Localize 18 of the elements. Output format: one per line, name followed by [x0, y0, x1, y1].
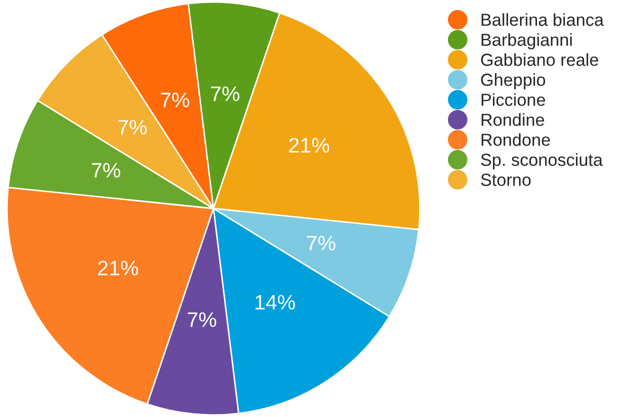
- legend-label: Barbagianni: [482, 33, 572, 50]
- legend-label: Gabbiano reale: [481, 53, 598, 66]
- data-label: 7%: [188, 312, 216, 327]
- data-label: 7%: [118, 120, 147, 135]
- legend-label: Rondine: [482, 113, 544, 126]
- legend-label: Storno: [481, 174, 531, 186]
- data-label: 21%: [289, 138, 330, 153]
- legend-label: Piccione: [482, 93, 546, 106]
- data-label: 7%: [211, 86, 240, 102]
- data-label: 21%: [98, 260, 138, 276]
- legend-label: Gheppio: [481, 73, 546, 90]
- data-label: 7%: [160, 92, 190, 108]
- data-label: 7%: [92, 163, 120, 178]
- legend-label: Rondone: [482, 133, 550, 146]
- legend-label: Ballerina bianca: [482, 13, 604, 26]
- legend-label: Sp. sconosciuta: [481, 153, 603, 170]
- data-label: 7%: [307, 236, 336, 250]
- data-label: 14%: [256, 294, 295, 310]
